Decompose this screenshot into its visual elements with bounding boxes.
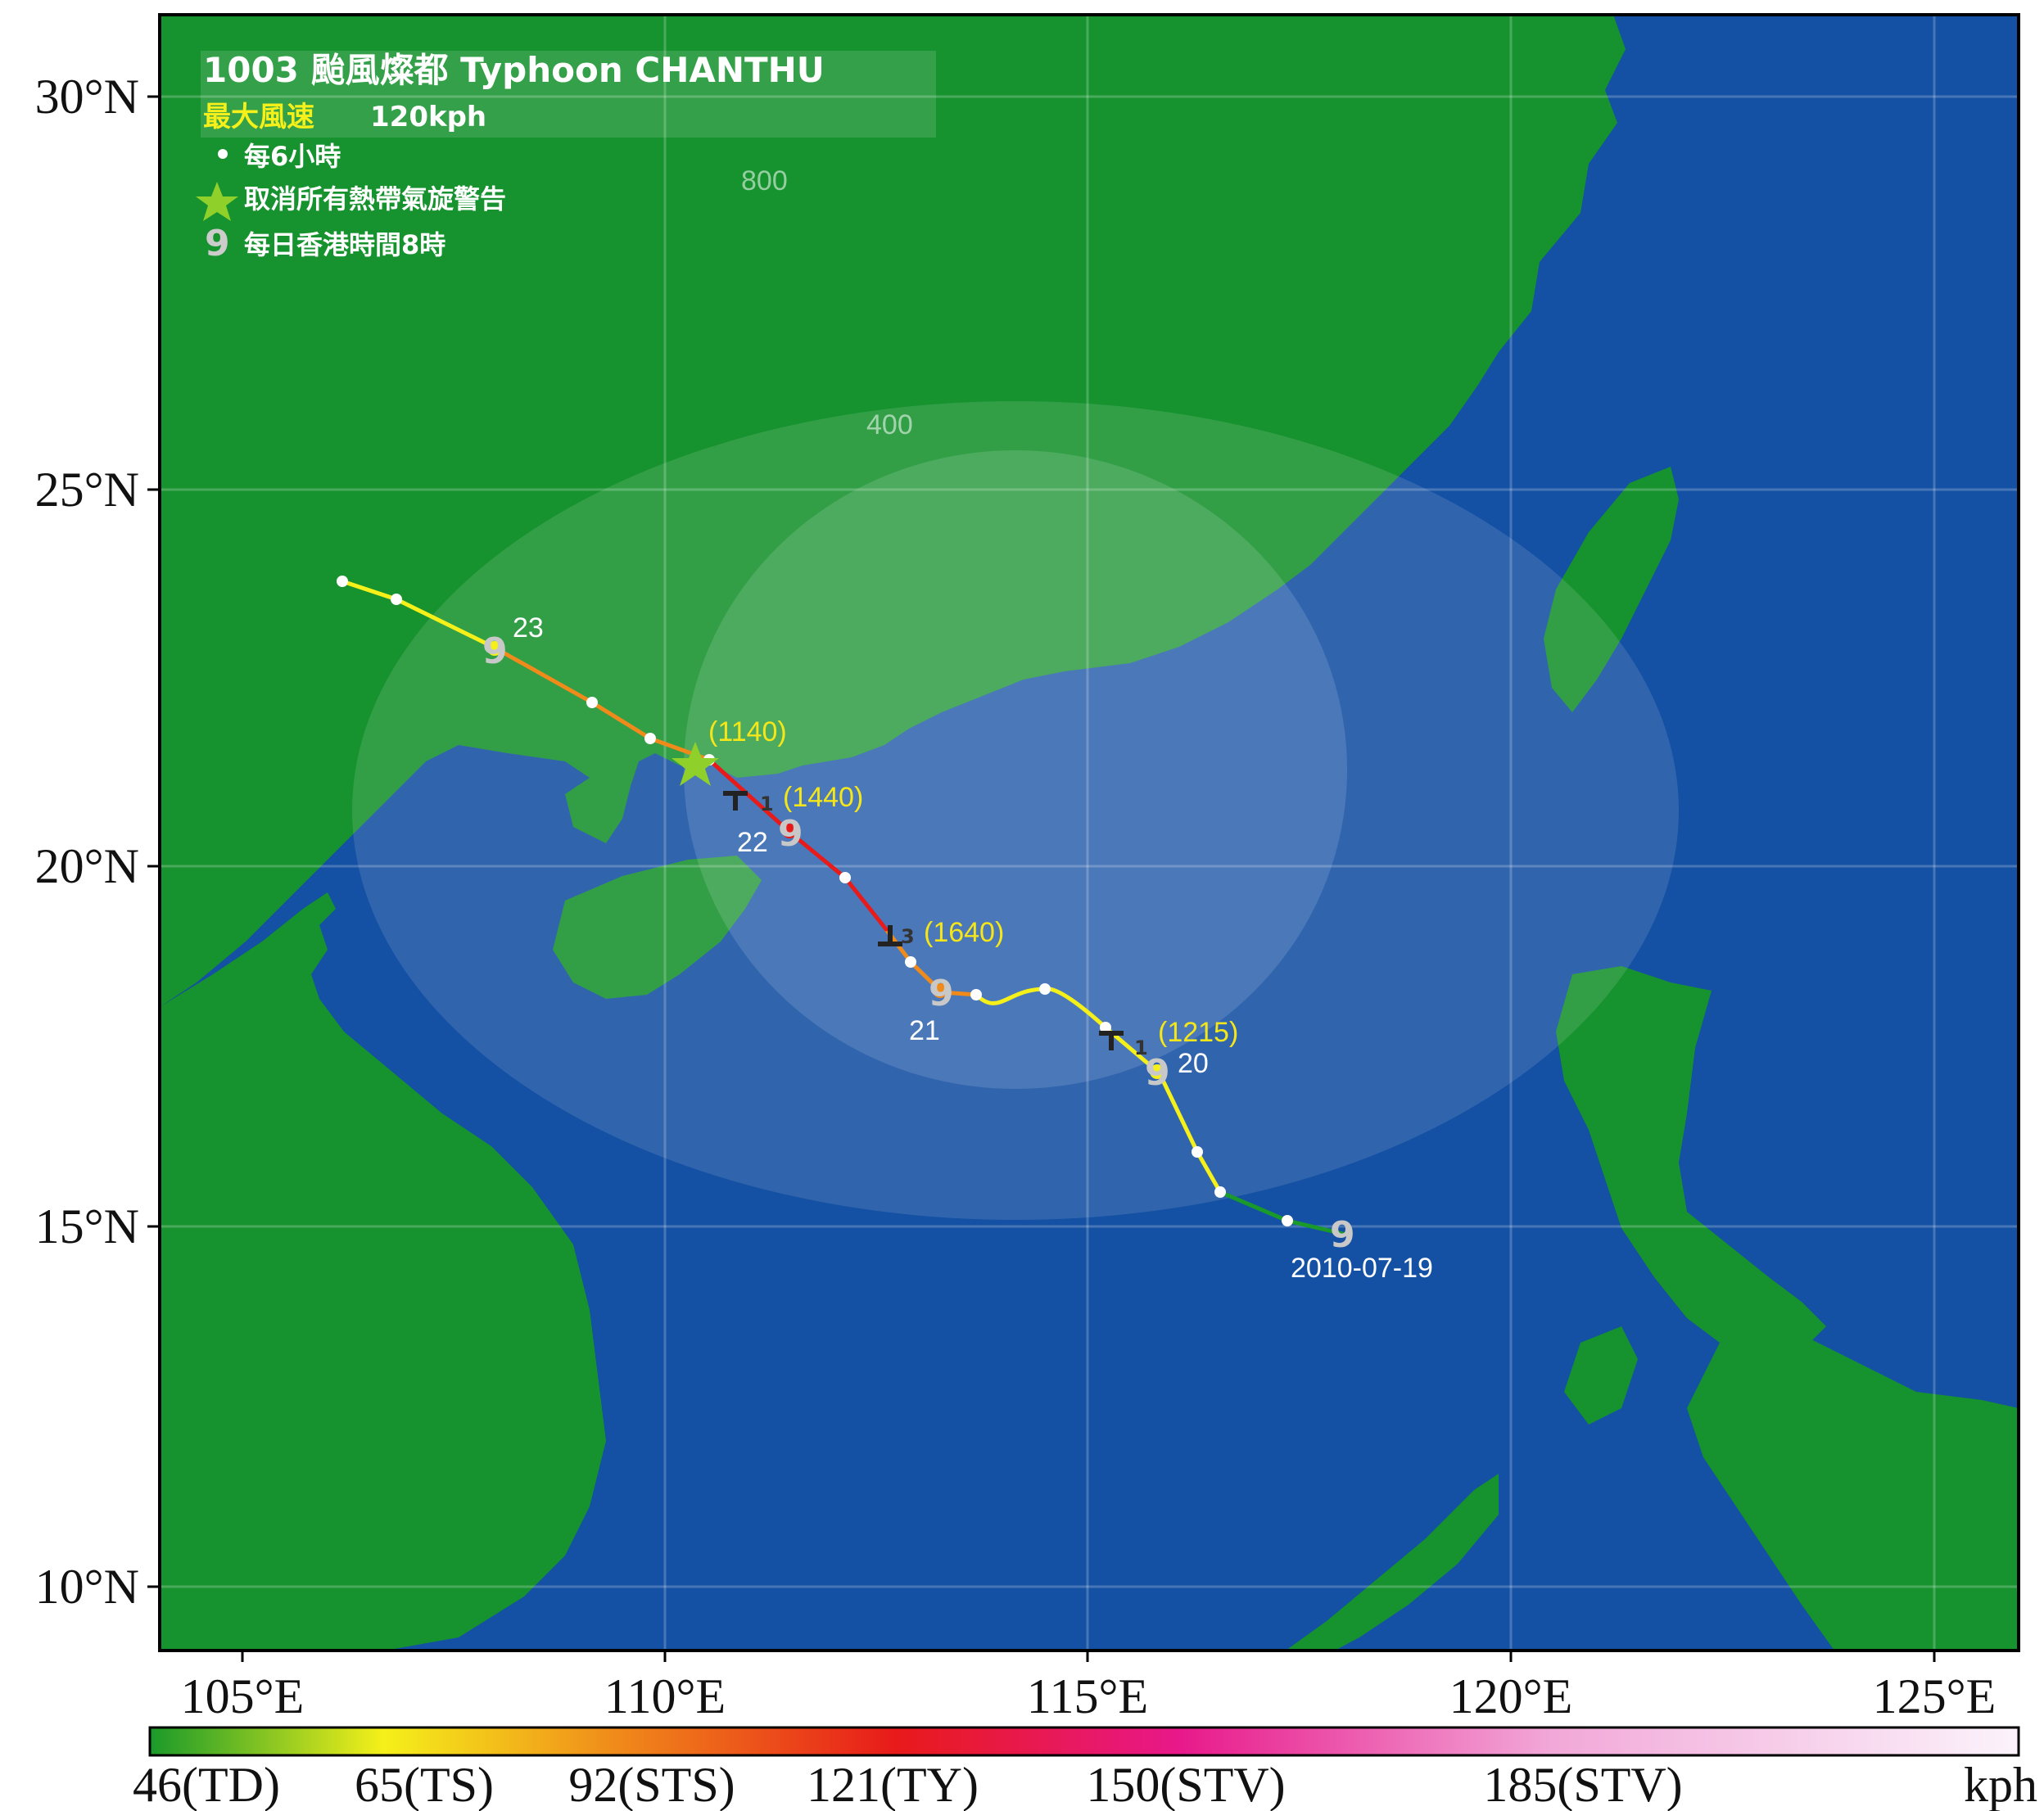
track-point xyxy=(1039,983,1051,995)
track-seg-ts-1 xyxy=(1103,1025,1223,1195)
header-box xyxy=(201,51,936,138)
legend-daily-8am: 每日香港時間8時 xyxy=(244,229,445,260)
track-point xyxy=(337,576,348,587)
signal-marker-3: 3 xyxy=(878,925,915,948)
map-border xyxy=(158,13,2020,1652)
track-point xyxy=(1192,1146,1203,1158)
legend-warnings-cancelled: 取消所有熱帶氣旋警告 xyxy=(244,183,506,215)
track-point xyxy=(644,733,656,744)
lat-ticks xyxy=(147,95,160,1588)
time-labels: (1140) (1440) (1640) (1215) xyxy=(708,716,1238,1048)
land-taiwan xyxy=(1544,467,1679,712)
lat-label-15: 15°N xyxy=(35,1199,139,1253)
lon-ticks xyxy=(241,1651,1936,1662)
track-point xyxy=(839,872,851,883)
lat-label-25: 25°N xyxy=(35,463,139,517)
typhoon-symbol-core xyxy=(782,824,797,838)
lat-label-20: 20°N xyxy=(35,839,139,893)
track-point xyxy=(1282,1215,1293,1226)
time-label-1215: (1215) xyxy=(1158,1017,1238,1048)
signal-number: 3 xyxy=(901,925,915,948)
signal-marker-1-b: 1 xyxy=(723,791,774,815)
day-label-21: 21 xyxy=(909,1015,940,1046)
signal-number: 1 xyxy=(1134,1036,1148,1059)
colorbar-ticks: 46(TD) 65(TS) 92(STS) 121(TY) 150(STV) 1… xyxy=(133,1758,1683,1811)
typhoon-symbol-core xyxy=(933,983,947,998)
typhoon-symbol-icon: 9 xyxy=(205,223,230,264)
range-ring-800 xyxy=(352,401,1679,1220)
track-point xyxy=(1214,1186,1226,1198)
track-seg-ty xyxy=(707,757,889,932)
colorbar-tick-ty: 121(TY) xyxy=(807,1758,979,1811)
lon-labels: 105°E 110°E 115°E 120°E 125°E xyxy=(181,1669,1997,1723)
track-point xyxy=(391,594,402,605)
typhoon-symbol-icon: 9 xyxy=(1330,1214,1355,1256)
colorbar-tick-stv-150: 150(STV) xyxy=(1086,1758,1285,1811)
lon-label-125: 125°E xyxy=(1873,1669,1997,1723)
track-point xyxy=(970,989,982,1000)
time-label-1640: (1640) xyxy=(924,917,1004,948)
time-label-1440: (1440) xyxy=(783,782,863,813)
lon-label-105: 105°E xyxy=(181,1669,305,1723)
ring-label-800: 800 xyxy=(741,165,788,196)
day-label-22: 22 xyxy=(737,827,768,858)
typhoon-symbol-core xyxy=(1150,1064,1164,1079)
map-area: 800 400 1003 颱風燦都 Typhoon CHANTHU 最大風速 1… xyxy=(160,15,2019,1651)
warning-cancelled-star-icon xyxy=(672,742,719,786)
land-mindoro xyxy=(1564,1326,1638,1425)
typhoon-symbol-icon: 9 xyxy=(929,973,954,1014)
colorbar-tick-sts: 92(STS) xyxy=(568,1758,735,1811)
day-label-20: 20 xyxy=(1178,1048,1209,1079)
typhoon-symbol-core xyxy=(487,641,502,656)
track-point xyxy=(1100,1022,1111,1033)
colorbar-unit: kph xyxy=(1964,1758,2037,1811)
land-palawan xyxy=(1286,1474,1499,1651)
track-point xyxy=(905,956,916,968)
day-label-start: 2010-07-19 xyxy=(1291,1253,1433,1284)
lat-label-30: 30°N xyxy=(35,70,139,124)
max-wind-label: 最大風速 xyxy=(203,101,314,133)
lon-label-110: 110°E xyxy=(604,1669,726,1723)
land-vietnam xyxy=(160,892,606,1651)
time-label-1140: (1140) xyxy=(708,716,787,747)
land-visayas xyxy=(1687,1326,2019,1651)
colorbar-tick-ts: 65(TS) xyxy=(355,1758,494,1811)
land-china xyxy=(160,15,1626,1007)
colorbar-tick-stv-185: 185(STV) xyxy=(1483,1758,1682,1811)
typhoon-symbol-icon: 9 xyxy=(778,813,803,855)
track-point xyxy=(586,697,598,708)
day-label-23: 23 xyxy=(513,612,544,644)
graticule xyxy=(160,15,2019,1651)
storm-title: 1003 颱風燦都 Typhoon CHANTHU xyxy=(203,50,825,90)
typhoon-symbol-icon: 9 xyxy=(482,630,508,672)
legend-six-hourly: 每6小時 xyxy=(244,141,341,172)
intensity-colorbar xyxy=(148,1726,2020,1757)
ring-label-400: 400 xyxy=(866,409,913,440)
signal-number: 1 xyxy=(760,793,774,815)
range-ring-400 xyxy=(684,450,1347,1089)
signal-marker-1: 1 xyxy=(1099,1031,1148,1059)
daily-symbols: 9 9 9 9 9 xyxy=(482,630,1355,1256)
typhoon-symbol-icon: 9 xyxy=(1145,1052,1170,1094)
signal-markers: 1 3 1 xyxy=(723,791,1148,1059)
track-seg-sts-3 xyxy=(491,644,595,705)
day-labels: 23 22 21 20 2010-07-19 xyxy=(513,612,1433,1284)
max-wind-value: 120kph xyxy=(370,101,486,133)
star-icon xyxy=(196,182,238,221)
lon-label-120: 120°E xyxy=(1449,1669,1573,1723)
lat-labels: 30°N 25°N 20°N 15°N 10°N xyxy=(35,70,139,1614)
land-hainan xyxy=(553,856,762,999)
lat-label-10: 10°N xyxy=(35,1560,139,1614)
lon-label-115: 115°E xyxy=(1027,1669,1148,1723)
six-hourly-dot-icon xyxy=(218,149,228,159)
colorbar-tick-td: 46(TD) xyxy=(133,1758,280,1811)
land-luzon xyxy=(1556,966,1826,1351)
